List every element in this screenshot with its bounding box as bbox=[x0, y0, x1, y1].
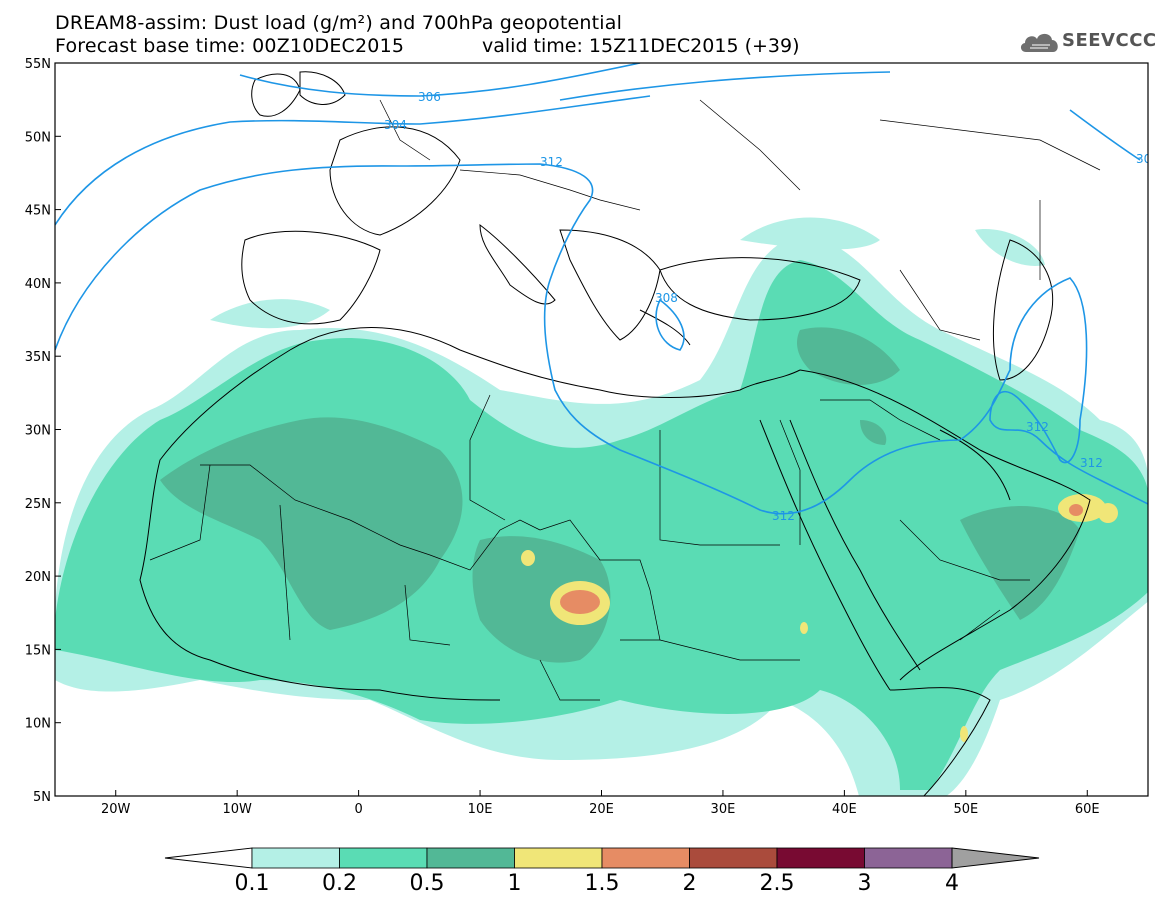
country-borders bbox=[149, 99, 1101, 701]
contour-label: 304 bbox=[384, 118, 407, 132]
colorbar-label: 2 bbox=[683, 871, 697, 896]
lon-tick-label: 10E bbox=[468, 802, 493, 817]
lat-tick-label: 50N bbox=[25, 130, 51, 145]
lat-tick-label: 20N bbox=[25, 570, 51, 585]
colorbar-box bbox=[776, 847, 865, 869]
contour-label: 306 bbox=[418, 90, 441, 104]
colorbar-under-triangle bbox=[164, 847, 253, 869]
colorbar-box bbox=[864, 847, 953, 869]
lon-tick-label: 10W bbox=[222, 802, 252, 817]
lat-tick-label: 25N bbox=[25, 497, 51, 512]
lon-tick-label: 50E bbox=[953, 802, 978, 817]
colorbar-over-triangle bbox=[951, 847, 1040, 869]
lon-tick-label: 40E bbox=[832, 802, 857, 817]
contour-label: 308 bbox=[655, 291, 678, 305]
logo-text: SEEVCCC bbox=[1062, 30, 1157, 51]
colorbar-box bbox=[251, 847, 340, 869]
lat-tick-label: 45N bbox=[25, 204, 51, 219]
contour-labels: 306 304 312 308 312 312 312 30 bbox=[384, 90, 1151, 523]
lon-tick-label: 20E bbox=[589, 802, 614, 817]
longitude-axis: 20W 10W 0 10E 20E 30E 40E 50E 60E bbox=[101, 790, 1100, 817]
colorbar-label: 4 bbox=[945, 871, 959, 896]
colorbar-labels: 0.1 0.2 0.5 1 1.5 2 2.5 3 4 bbox=[235, 871, 960, 896]
lon-tick-label: 30E bbox=[711, 802, 736, 817]
forecast-base-time: Forecast base time: 00Z10DEC2015 bbox=[55, 35, 405, 57]
contour-label: 312 bbox=[1080, 456, 1103, 470]
colorbar-box bbox=[514, 847, 603, 869]
map-title: DREAM8-assim: Dust load (g/m²) and 700hP… bbox=[55, 12, 623, 34]
colorbar-box bbox=[601, 847, 690, 869]
colorbar-label: 1.5 bbox=[585, 871, 620, 896]
colorbar-label: 2.5 bbox=[760, 871, 795, 896]
seevccc-logo: SEEVCCC bbox=[1018, 26, 1158, 58]
colorbar-label: 1 bbox=[508, 871, 522, 896]
dust-field-1.5 bbox=[560, 504, 1083, 614]
latitude-axis: 55N 50N 45N 40N 35N 30N 25N 20N 15N 10N 5N bbox=[25, 57, 61, 805]
colorbar-box bbox=[689, 847, 778, 869]
colorbar-boxes bbox=[164, 847, 1040, 869]
lat-tick-label: 55N bbox=[25, 57, 51, 72]
colorbar-label: 3 bbox=[858, 871, 872, 896]
lat-tick-label: 5N bbox=[33, 790, 51, 805]
lat-tick-label: 15N bbox=[25, 643, 51, 658]
dust-field-0.5 bbox=[160, 327, 1080, 663]
lon-tick-label: 20W bbox=[101, 802, 131, 817]
lat-tick-label: 35N bbox=[25, 350, 51, 365]
contour-label: 30 bbox=[1136, 152, 1151, 166]
contour-label: 312 bbox=[540, 155, 563, 169]
lon-tick-label: 0 bbox=[354, 802, 362, 817]
lat-tick-label: 10N bbox=[25, 717, 51, 732]
colorbar-label: 0.2 bbox=[322, 871, 357, 896]
geopotential-contours bbox=[55, 63, 1148, 515]
colorbar-label: 0.1 bbox=[235, 871, 270, 896]
lon-tick-label: 60E bbox=[1075, 802, 1100, 817]
colorbar-box bbox=[339, 847, 428, 869]
contour-label: 312 bbox=[772, 509, 795, 523]
dust-field-0.2 bbox=[55, 260, 1148, 790]
valid-time: valid time: 15Z11DEC2015 (+39) bbox=[482, 35, 800, 57]
colorbar-label: 0.5 bbox=[410, 871, 445, 896]
coastlines bbox=[139, 71, 1091, 796]
lat-tick-label: 40N bbox=[25, 277, 51, 292]
cloud-icon bbox=[1020, 33, 1058, 52]
contour-label: 312 bbox=[1026, 420, 1049, 434]
colorbar-box bbox=[426, 847, 515, 869]
lat-tick-label: 30N bbox=[25, 424, 51, 439]
